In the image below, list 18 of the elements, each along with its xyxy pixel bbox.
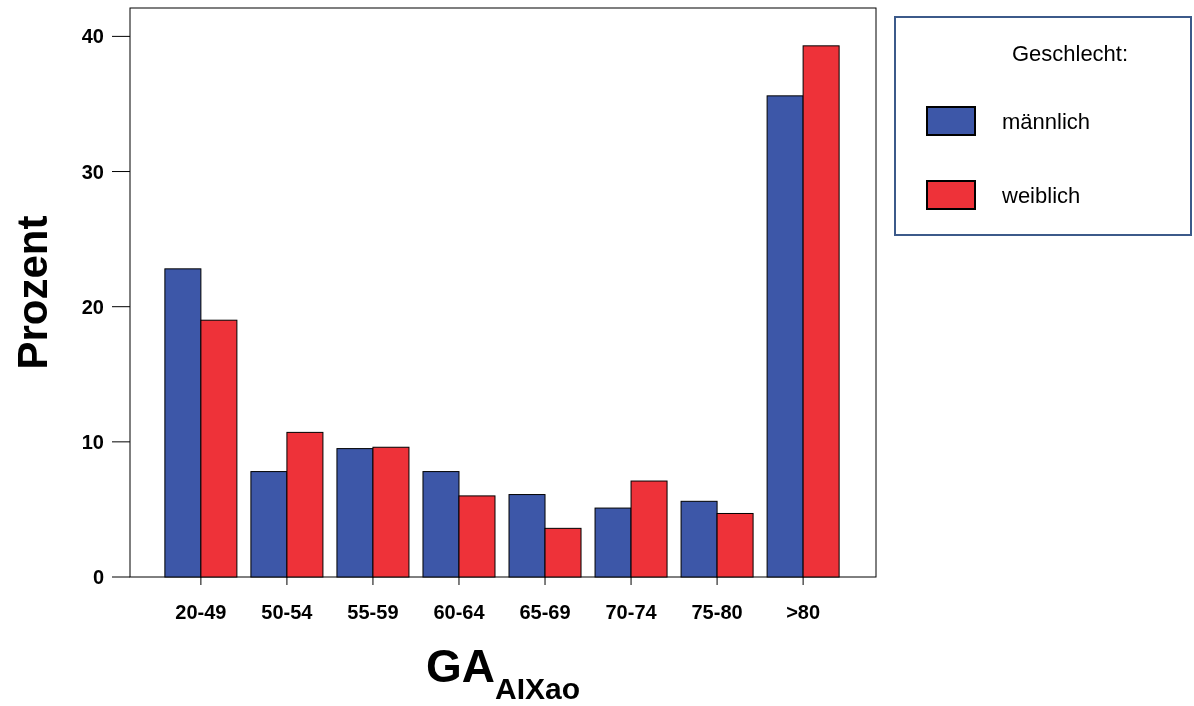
y-tick-label: 40 <box>81 25 104 48</box>
x-tick-label: 55-59 <box>347 601 399 623</box>
legend-label: männlich <box>1002 108 1091 134</box>
x-tick-label: 50-54 <box>261 601 314 623</box>
x-tick-label: 75-80 <box>691 601 743 623</box>
y-tick-label: 10 <box>81 430 104 453</box>
x-tick-label: 20-49 <box>175 601 227 623</box>
x-tick-label: 70-74 <box>605 601 658 623</box>
y-tick-label: 20 <box>81 295 104 318</box>
y-axis-title: Prozent <box>9 215 56 370</box>
legend-label: weiblich <box>1001 182 1081 208</box>
x-tick-label: 65-69 <box>519 601 571 623</box>
legend-title: Geschlecht: <box>1011 41 1129 66</box>
x-tick-label: 60-64 <box>433 601 486 623</box>
x-axis-title: GA$_{AIXao}$ <box>425 640 581 705</box>
y-tick-label: 0 <box>92 566 104 588</box>
y-tick-label: 30 <box>81 160 104 183</box>
x-tick-label: >80 <box>786 601 821 623</box>
